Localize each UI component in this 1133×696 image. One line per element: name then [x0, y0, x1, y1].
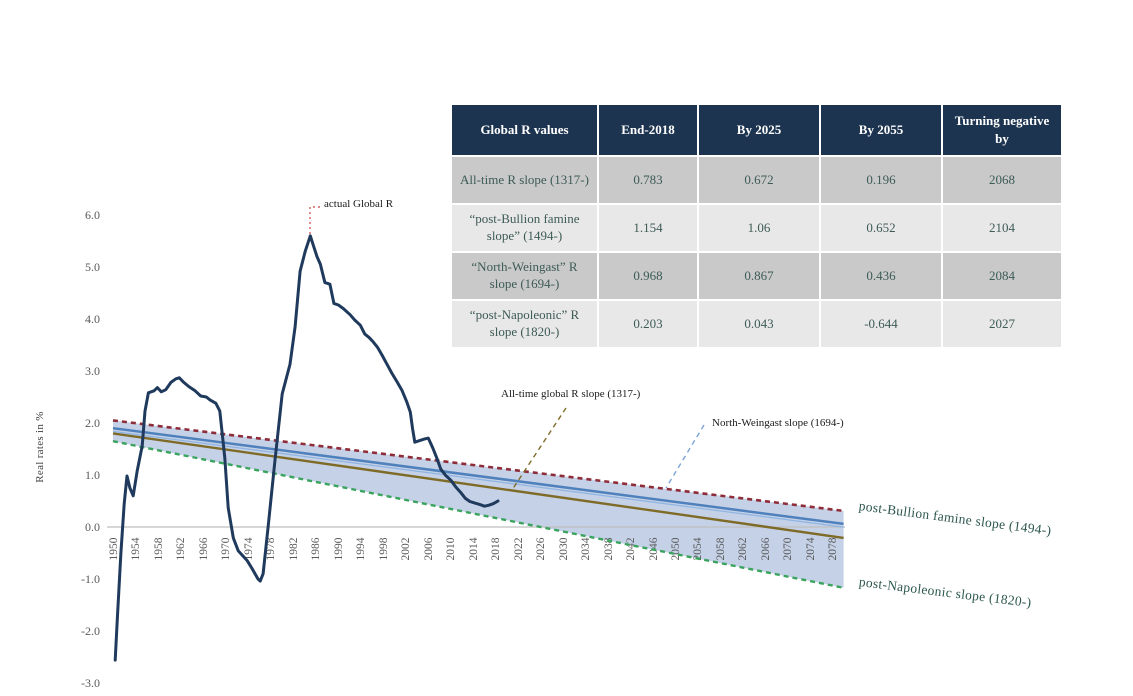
table-cell: 2104 [943, 205, 1061, 251]
table-cell: 2084 [943, 253, 1061, 299]
table-cell: All-time R slope (1317-) [452, 157, 597, 203]
x-tick-label: 1986 [310, 538, 322, 561]
x-tick-label: 2010 [445, 538, 457, 561]
table-cell: 2027 [943, 301, 1061, 347]
x-tick-label: 2014 [468, 538, 480, 561]
x-tick-label: 2038 [603, 538, 615, 561]
trend-weingast-line [113, 428, 844, 524]
table-cell: -0.644 [821, 301, 941, 347]
table-cell: “North-Weingast” R slope (1694-) [452, 253, 597, 299]
table-cell: 2068 [943, 157, 1061, 203]
x-tick-label: 2078 [827, 538, 839, 561]
leader-north-weingast-slope [666, 425, 704, 488]
x-tick-label: 1950 [108, 538, 120, 561]
x-tick-label: 1990 [333, 538, 345, 561]
y-tick-label: 2.0 [48, 415, 100, 431]
x-tick-label: 2006 [423, 538, 435, 561]
table-cell: 0.043 [699, 301, 819, 347]
table-cell: 0.672 [699, 157, 819, 203]
leader-all-time-slope [512, 408, 566, 490]
x-tick-label: 2018 [490, 538, 502, 561]
table-cell: 0.196 [821, 157, 941, 203]
trend-alltime-line [113, 433, 844, 538]
table-row: “North-Weingast” R slope (1694-)0.9680.8… [452, 253, 1061, 299]
x-tick-label: 1954 [130, 538, 142, 561]
x-tick-label: 1974 [243, 538, 255, 561]
table-header-end-2018: End-2018 [599, 105, 697, 155]
table-header-row: Global R values End-2018 By 2025 By 2055… [452, 105, 1061, 155]
y-axis-title: Real rates in % [34, 411, 46, 482]
trend-napoleonic-line [113, 441, 844, 588]
x-tick-label: 2054 [692, 538, 704, 561]
y-tick-label: 1.0 [48, 467, 100, 483]
x-tick-label: 1978 [265, 538, 277, 561]
y-tick-label: 5.0 [48, 259, 100, 275]
x-tick-label: 2022 [513, 538, 525, 561]
leader-actual-global-r [310, 207, 322, 234]
annotation-post-napoleonic-slope: post-Napoleonic slope (1820-) [858, 574, 1032, 611]
x-tick-label: 2062 [737, 538, 749, 561]
x-tick-label: 2034 [580, 538, 592, 561]
annotation-actual-global-r: actual Global R [324, 198, 393, 210]
trend-bullion-line [113, 420, 844, 511]
x-tick-label: 2030 [558, 538, 570, 561]
x-tick-label: 2002 [400, 538, 412, 561]
y-tick-label: 0.0 [48, 519, 100, 535]
table-cell: 0.968 [599, 253, 697, 299]
x-tick-label: 2074 [805, 538, 817, 561]
table-header-by-2025: By 2025 [699, 105, 819, 155]
slide-canvas: Real rates in % 6.0 5.0 4.0 3.0 2.0 1.0 0.0 -1.… [0, 0, 1133, 696]
table-header-turning-negative-by: Turning negative by [943, 105, 1061, 155]
actual-global-r-line [115, 236, 498, 660]
x-tick-label: 2046 [648, 538, 660, 561]
table-cell: 0.867 [699, 253, 819, 299]
x-tick-label: 1970 [220, 538, 232, 561]
x-tick-label: 1998 [378, 538, 390, 561]
x-tick-label: 1994 [355, 538, 367, 561]
global-r-values-table: Global R values End-2018 By 2025 By 2055… [450, 103, 1063, 349]
y-tick-label: 3.0 [48, 363, 100, 379]
x-tick-label: 2026 [535, 538, 547, 561]
table-cell: 0.436 [821, 253, 941, 299]
y-tick-label: 4.0 [48, 311, 100, 327]
table-cell: 0.783 [599, 157, 697, 203]
x-tick-label: 1982 [288, 538, 300, 561]
confidence-band-fill [113, 420, 844, 587]
trend-weingast-halo-line [113, 431, 844, 527]
table-cell: 1.154 [599, 205, 697, 251]
annotation-post-bullion-slope: post-Bullion famine slope (1494-) [858, 498, 1052, 539]
table-header-global-r-values: Global R values [452, 105, 597, 155]
x-tick-label: 1958 [153, 538, 165, 561]
table-cell: 0.652 [821, 205, 941, 251]
y-tick-label: -2.0 [48, 623, 100, 639]
table-cell: 0.203 [599, 301, 697, 347]
x-tick-label: 1966 [198, 538, 210, 561]
table-cell: 1.06 [699, 205, 819, 251]
table-cell: “post-Bullion famine slope” (1494-) [452, 205, 597, 251]
x-tick-label: 2070 [782, 538, 794, 561]
table-row: “post-Napoleonic” R slope (1820-)0.2030.… [452, 301, 1061, 347]
y-tick-label: -3.0 [48, 675, 100, 691]
x-tick-label: 1962 [175, 538, 187, 561]
x-tick-label: 2066 [760, 538, 772, 561]
annotation-all-time-slope: All-time global R slope (1317-) [501, 388, 640, 400]
annotation-north-weingast-slope: North-Weingast slope (1694-) [712, 417, 844, 429]
table-header-by-2055: By 2055 [821, 105, 941, 155]
table-cell: “post-Napoleonic” R slope (1820-) [452, 301, 597, 347]
table-row: All-time R slope (1317-)0.7830.6720.1962… [452, 157, 1061, 203]
x-tick-label: 2050 [670, 538, 682, 561]
x-tick-label: 2058 [715, 538, 727, 561]
y-tick-label: -1.0 [48, 571, 100, 587]
x-tick-label: 2042 [625, 538, 637, 561]
y-tick-label: 6.0 [48, 207, 100, 223]
table-row: “post-Bullion famine slope” (1494-)1.154… [452, 205, 1061, 251]
